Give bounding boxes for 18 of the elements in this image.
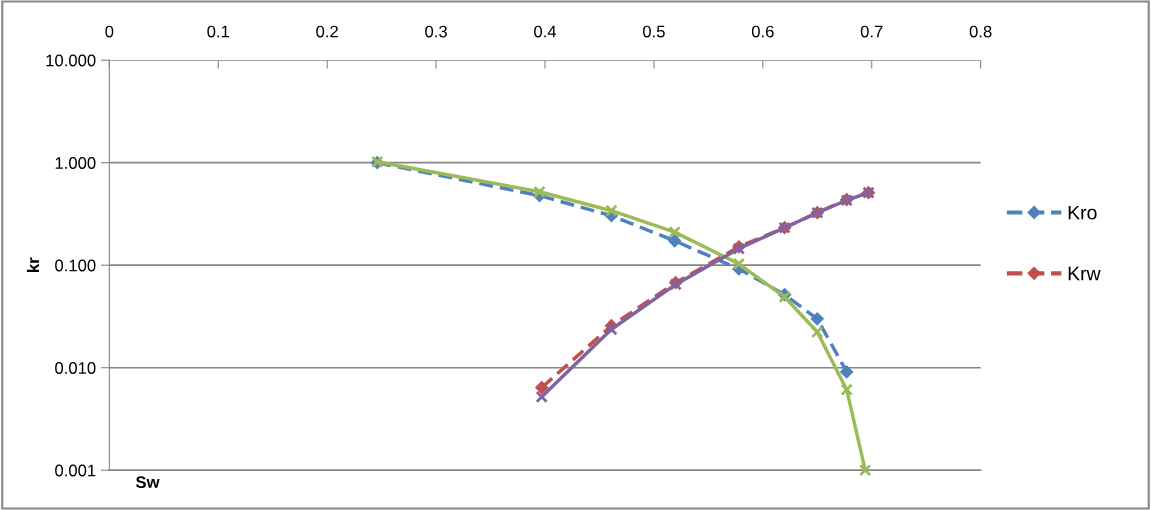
x-tick-label: 0.8 (969, 25, 992, 38)
x-tick-label: 0.3 (425, 25, 447, 38)
legend-label: Krw (1068, 266, 1101, 281)
y-tick-label: 10.000 (46, 54, 96, 67)
y-tick-label: 0.001 (55, 464, 96, 477)
x-tick-label: 0 (105, 25, 114, 38)
x-axis-title: Sw (135, 476, 160, 489)
x-tick-label: 0.4 (534, 25, 557, 38)
y-tick-label: 0.100 (55, 259, 96, 272)
x-tick-label: 0.1 (207, 25, 230, 38)
x-tick-label: 0.5 (642, 25, 665, 38)
x-tick-label: 0.7 (860, 25, 883, 38)
y-axis-title: kr (26, 257, 39, 272)
x-tick-label: 0.2 (316, 25, 338, 38)
legend-label: Kro (1068, 205, 1097, 220)
y-tick-label: 0.010 (55, 362, 96, 374)
y-tick-label: 1.000 (55, 157, 96, 169)
x-tick-label: 0.6 (751, 25, 774, 38)
